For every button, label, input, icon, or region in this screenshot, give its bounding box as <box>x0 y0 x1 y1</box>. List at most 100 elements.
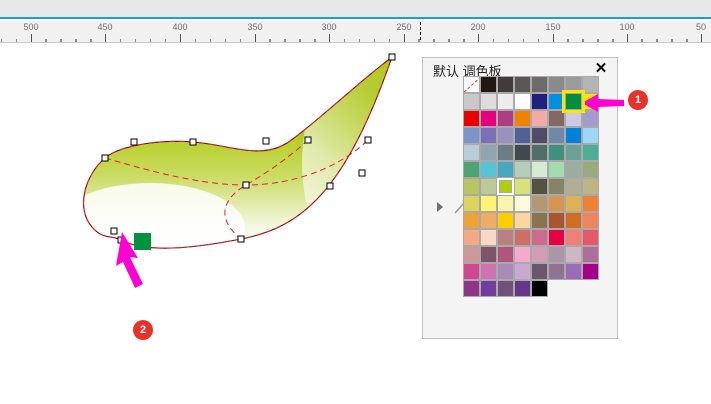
color-swatch[interactable] <box>531 127 548 144</box>
color-swatch[interactable] <box>565 76 582 93</box>
color-swatch[interactable] <box>463 127 480 144</box>
color-swatch[interactable] <box>548 93 565 110</box>
color-swatch[interactable] <box>463 93 480 110</box>
color-palette-panel[interactable]: 默认 调色板 ✕ <box>422 57 618 339</box>
color-swatch[interactable] <box>497 229 514 246</box>
mesh-filled-leaf-shape[interactable] <box>0 43 711 404</box>
color-swatch[interactable] <box>565 93 582 110</box>
mesh-node-handle[interactable] <box>237 235 245 243</box>
color-swatch[interactable] <box>497 93 514 110</box>
color-swatch[interactable] <box>463 178 480 195</box>
color-swatch[interactable] <box>480 127 497 144</box>
color-swatch[interactable] <box>531 195 548 212</box>
color-swatch[interactable] <box>480 280 497 297</box>
color-swatch[interactable] <box>480 93 497 110</box>
horizontal-ruler[interactable]: 500 450 400 350 300 250 200 150 100 50 <box>0 21 711 43</box>
color-swatch[interactable] <box>548 161 565 178</box>
palette-expander-arrow[interactable] <box>435 201 445 213</box>
color-swatch[interactable] <box>480 246 497 263</box>
color-swatch[interactable] <box>463 144 480 161</box>
color-swatch[interactable] <box>565 263 582 280</box>
color-swatch[interactable] <box>480 178 497 195</box>
color-swatch[interactable] <box>582 76 599 93</box>
color-swatch[interactable] <box>514 246 531 263</box>
color-swatch[interactable] <box>565 246 582 263</box>
color-swatch[interactable] <box>582 127 599 144</box>
mesh-node-handle[interactable] <box>262 137 270 145</box>
color-swatch[interactable] <box>497 280 514 297</box>
color-swatch[interactable] <box>514 127 531 144</box>
close-icon[interactable]: ✕ <box>594 60 608 77</box>
color-swatch[interactable] <box>497 212 514 229</box>
color-swatch[interactable] <box>497 144 514 161</box>
color-swatch[interactable] <box>463 110 480 127</box>
color-swatch[interactable] <box>531 229 548 246</box>
color-swatch[interactable] <box>463 229 480 246</box>
color-swatch[interactable] <box>565 144 582 161</box>
color-swatch[interactable] <box>582 246 599 263</box>
mesh-node-handle[interactable] <box>242 181 250 189</box>
color-swatch[interactable] <box>514 161 531 178</box>
mesh-node-handle[interactable] <box>304 136 312 144</box>
color-swatch[interactable] <box>497 246 514 263</box>
color-swatch[interactable] <box>565 178 582 195</box>
color-swatch[interactable] <box>565 161 582 178</box>
color-swatch[interactable] <box>582 212 599 229</box>
color-swatch[interactable] <box>463 263 480 280</box>
color-swatch[interactable] <box>548 246 565 263</box>
color-swatch[interactable] <box>582 229 599 246</box>
color-swatch[interactable] <box>531 246 548 263</box>
color-swatch-grid[interactable] <box>463 76 599 297</box>
color-swatch[interactable] <box>548 229 565 246</box>
mesh-node-handle[interactable] <box>364 136 372 144</box>
color-swatch[interactable] <box>582 178 599 195</box>
palette-titlebar[interactable]: 默认 调色板 ✕ <box>423 58 617 82</box>
color-swatch[interactable] <box>497 127 514 144</box>
color-swatch[interactable] <box>582 263 599 280</box>
color-swatch[interactable] <box>514 229 531 246</box>
color-swatch[interactable] <box>531 93 548 110</box>
color-swatch[interactable] <box>565 195 582 212</box>
color-swatch[interactable] <box>548 144 565 161</box>
mesh-node-handle[interactable] <box>189 138 197 146</box>
mesh-node-handle[interactable] <box>101 154 109 162</box>
color-swatch[interactable] <box>463 161 480 178</box>
color-swatch[interactable] <box>497 195 514 212</box>
color-swatch[interactable] <box>531 212 548 229</box>
color-swatch[interactable] <box>497 161 514 178</box>
mesh-node-handle[interactable] <box>130 138 138 146</box>
color-swatch[interactable] <box>480 161 497 178</box>
color-swatch[interactable] <box>463 195 480 212</box>
color-swatch[interactable] <box>497 110 514 127</box>
color-swatch[interactable] <box>463 246 480 263</box>
color-swatch[interactable] <box>548 195 565 212</box>
mesh-node-handle[interactable] <box>388 53 396 61</box>
color-swatch[interactable] <box>531 161 548 178</box>
color-swatch[interactable] <box>463 280 480 297</box>
color-swatch[interactable] <box>497 76 514 93</box>
color-swatch[interactable] <box>582 110 599 127</box>
color-swatch[interactable] <box>480 212 497 229</box>
color-swatch[interactable] <box>548 76 565 93</box>
color-swatch[interactable] <box>480 229 497 246</box>
color-swatch[interactable] <box>514 263 531 280</box>
color-swatch[interactable] <box>565 110 582 127</box>
color-swatch[interactable] <box>514 93 531 110</box>
color-swatch[interactable] <box>514 178 531 195</box>
color-swatch[interactable] <box>514 195 531 212</box>
color-swatch[interactable] <box>548 110 565 127</box>
color-swatch[interactable] <box>463 212 480 229</box>
color-swatch[interactable] <box>565 229 582 246</box>
mesh-node-handle[interactable] <box>326 182 334 190</box>
color-swatch[interactable] <box>514 144 531 161</box>
color-swatch[interactable] <box>565 212 582 229</box>
color-swatch[interactable] <box>497 178 514 195</box>
color-swatch[interactable] <box>514 76 531 93</box>
color-swatch[interactable] <box>480 144 497 161</box>
color-swatch[interactable] <box>548 212 565 229</box>
color-swatch[interactable] <box>565 127 582 144</box>
color-swatch[interactable] <box>582 195 599 212</box>
color-swatch[interactable] <box>548 127 565 144</box>
color-swatch[interactable] <box>514 212 531 229</box>
color-swatch[interactable] <box>531 76 548 93</box>
